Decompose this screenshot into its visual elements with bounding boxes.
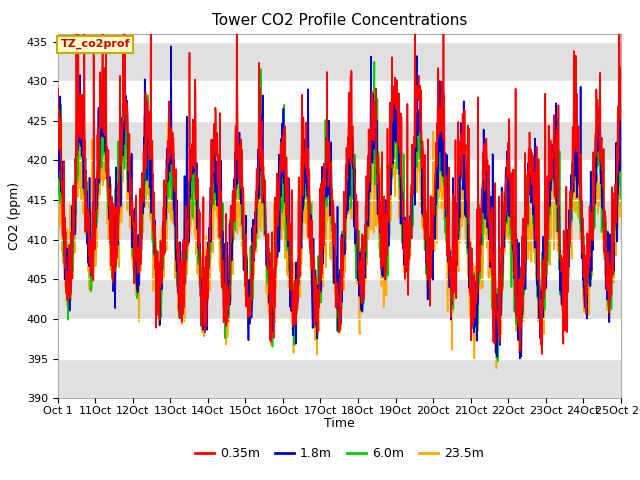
23.5m [97, 163, 105, 169]
6.0m [494, 358, 502, 364]
Legend: 0.35m, 1.8m, 6.0m, 23.5m: 0.35m, 1.8m, 6.0m, 23.5m [190, 442, 488, 465]
Y-axis label: CO2 (ppm): CO2 (ppm) [8, 182, 21, 250]
Bar [58, 121, 621, 160]
0.35m [374, 156, 382, 162]
1.8m [315, 291, 323, 297]
Line: 0.35m: 0.35m [58, 0, 621, 354]
6.0m [617, 194, 625, 200]
Line: 1.8m: 1.8m [58, 46, 621, 359]
23.5m [293, 297, 301, 302]
Bar [58, 42, 621, 81]
1.8m [120, 142, 128, 147]
1.8m [54, 139, 61, 145]
0.35m [617, 117, 625, 123]
0.35m [315, 304, 323, 310]
1.8m [374, 171, 382, 177]
23.5m [143, 96, 150, 101]
0.35m [120, 77, 128, 83]
Line: 23.5m: 23.5m [58, 98, 621, 368]
0.35m [293, 286, 301, 291]
Line: 6.0m: 6.0m [58, 62, 621, 361]
23.5m [493, 365, 500, 371]
0.35m [97, 105, 105, 111]
Bar [58, 200, 621, 240]
1.8m [516, 356, 524, 361]
1.8m [617, 129, 625, 134]
6.0m [371, 59, 378, 65]
1.8m [293, 279, 301, 285]
6.0m [292, 312, 300, 317]
6.0m [305, 208, 312, 214]
0.35m [538, 351, 546, 357]
6.0m [374, 149, 382, 155]
23.5m [54, 184, 61, 190]
Bar [58, 279, 621, 319]
23.5m [617, 174, 625, 180]
1.8m [167, 43, 175, 49]
6.0m [120, 84, 128, 90]
23.5m [120, 102, 128, 108]
23.5m [374, 181, 382, 187]
6.0m [54, 121, 61, 127]
6.0m [314, 253, 322, 259]
X-axis label: Time: Time [324, 418, 355, 431]
0.35m [54, 124, 61, 130]
Text: TZ_co2prof: TZ_co2prof [60, 39, 130, 49]
1.8m [97, 130, 105, 135]
23.5m [315, 319, 323, 324]
Bar [58, 359, 621, 398]
23.5m [305, 236, 312, 241]
0.35m [305, 234, 312, 240]
Title: Tower CO2 Profile Concentrations: Tower CO2 Profile Concentrations [211, 13, 467, 28]
1.8m [305, 198, 312, 204]
6.0m [97, 119, 105, 125]
